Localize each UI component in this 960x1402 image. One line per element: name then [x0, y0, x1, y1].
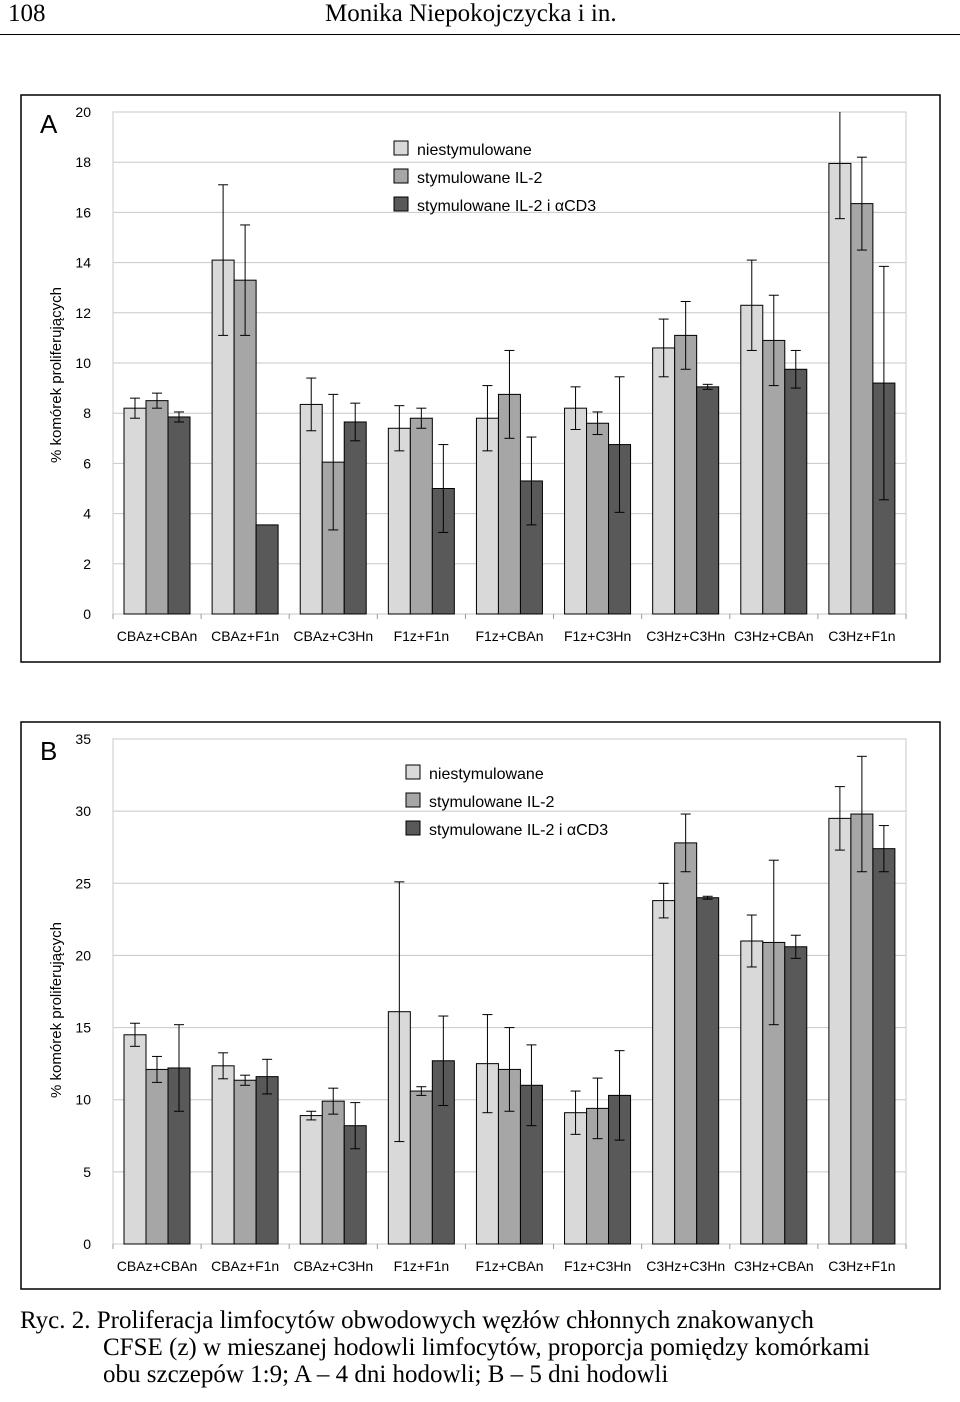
chart-b-x-tick-label: C3Hz+F1n — [828, 1258, 895, 1274]
chart-a-x-tick-label: CBAz+F1n — [211, 628, 279, 644]
chart-b-legend-swatch — [405, 764, 421, 780]
chart-b-y-tick-label: 5 — [83, 1164, 91, 1180]
chart-panel-b: B 0 5 10 15 20 25 30 35 % komórek proliferujących… — [20, 721, 960, 1290]
chart-b-panel-label: B — [40, 736, 57, 766]
chart-a-legend-swatch — [393, 140, 409, 156]
chart-a-y-tick-label: 10 — [75, 355, 91, 371]
chart-a-y-axis-title: % komórek proliferujących — [48, 287, 65, 463]
chart-b-bar — [233, 1079, 257, 1245]
chart-b-bar — [872, 848, 896, 1245]
chart-b-bar — [145, 1068, 169, 1245]
chart-b-y-axis-title: % komórek proliferujących — [48, 922, 65, 1098]
chart-a-legend-swatch — [393, 168, 409, 184]
chart-b-bar — [674, 842, 698, 1245]
chart-b-legend-label: stymulowane IL-2 i αCD3 — [429, 822, 608, 839]
chart-a-panel-label: A — [40, 109, 58, 139]
chart-b-x-tick-label: CBAz+F1n — [211, 1258, 279, 1274]
chart-a-y-tick-label: 20 — [75, 104, 91, 120]
chart-a-y-tick-label: 0 — [83, 606, 91, 622]
page-authors: Monika Niepokojczycka i in. — [325, 0, 617, 27]
chart-a-x-tick-label: C3Hz+F1n — [828, 628, 895, 644]
chart-a-bar — [740, 304, 764, 615]
chart-b-bar — [321, 1100, 345, 1245]
chart-b-legend-label: niestymulowane — [429, 766, 544, 783]
chart-b-bar — [211, 1065, 235, 1245]
chart-b-bar — [850, 813, 874, 1245]
chart-a-y-tick-label: 18 — [75, 154, 91, 170]
chart-a-bar — [343, 421, 367, 615]
chart-b-legend-swatch — [405, 820, 421, 836]
chart-a-legend-label: stymulowane IL-2 — [417, 170, 542, 187]
chart-b-x-tick-label: C3Hz+CBAn — [734, 1258, 814, 1274]
chart-b-svg: B 0 5 10 15 20 25 30 35 % komórek proliferujących… — [20, 721, 941, 1290]
chart-a-y-tick-label: 8 — [83, 405, 91, 421]
chart-b-x-tick-label: F1z+C3Hn — [564, 1258, 631, 1274]
chart-a-bar — [387, 427, 411, 615]
caption-line-3: obu szczepów 1:9; A – 4 dni hodowli; B –… — [103, 1361, 669, 1388]
chart-a-y-tick-label: 14 — [75, 255, 91, 271]
chart-a-x-tick-label: C3Hz+CBAn — [734, 628, 814, 644]
chart-a-bar — [784, 368, 808, 615]
caption-line-1: Ryc. 2. Proliferacja limfocytów obwodowy… — [20, 1307, 814, 1334]
chart-b-bar — [123, 1034, 147, 1245]
chart-b-bar — [255, 1076, 279, 1245]
chart-b-x-tick-label: F1z+CBAn — [475, 1258, 543, 1274]
chart-a-y-tick-label: 12 — [75, 305, 91, 321]
chart-b-bar — [828, 817, 852, 1245]
page-number: 108 — [8, 0, 46, 27]
chart-a-y-tick-label: 16 — [75, 204, 91, 220]
chart-b-y-tick-label: 25 — [75, 875, 91, 891]
chart-a-legend-label: stymulowane IL-2 i αCD3 — [417, 198, 596, 215]
chart-a-x-tick-label: F1z+C3Hn — [564, 628, 631, 644]
chart-a-bar — [255, 524, 279, 615]
chart-a-bar — [828, 162, 852, 615]
chart-a-bar — [674, 334, 698, 615]
chart-a-bar — [652, 347, 676, 615]
chart-b-y-tick-label: 15 — [75, 1020, 91, 1036]
chart-b-y-tick-label: 10 — [75, 1092, 91, 1108]
chart-a-bar — [123, 407, 147, 615]
chart-a-bar — [564, 407, 588, 615]
chart-a-x-tick-label: F1z+CBAn — [475, 628, 543, 644]
chart-a-y-tick-label: 2 — [83, 556, 91, 572]
chart-b-y-tick-label: 30 — [75, 803, 91, 819]
chart-a-bar — [586, 422, 610, 615]
chart-b-bar — [299, 1115, 323, 1245]
chart-b-bar — [652, 900, 676, 1245]
chart-b-legend-label: stymulowane IL-2 — [429, 794, 554, 811]
chart-b-bar — [696, 897, 720, 1245]
chart-a-y-tick-label: 4 — [83, 506, 91, 522]
chart-a-y-tick-label: 6 — [83, 455, 91, 471]
chart-a-legend-label: niestymulowane — [417, 142, 532, 159]
chart-a-bar — [145, 400, 169, 615]
chart-panel-a: A 0 2 4 6 8 10 12 14 16 18 20 % komórek proliferując… — [20, 94, 960, 663]
chart-a-x-tick-label: CBAz+C3Hn — [293, 628, 373, 644]
chart-b-x-tick-label: F1z+F1n — [394, 1258, 450, 1274]
chart-b-frame — [20, 721, 941, 1290]
chart-a-bar — [850, 203, 874, 615]
chart-a-x-tick-label: F1z+F1n — [394, 628, 450, 644]
chart-b-bar — [740, 940, 764, 1245]
chart-a-x-tick-label: CBAz+CBAn — [117, 628, 198, 644]
caption-line-2: CFSE (z) w mieszanej hodowli limfocytów,… — [103, 1334, 870, 1361]
chart-b-x-tick-label: C3Hz+C3Hn — [646, 1258, 725, 1274]
chart-a-x-tick-label: C3Hz+C3Hn — [646, 628, 725, 644]
chart-a-legend-swatch — [393, 196, 409, 212]
chart-a-bar — [696, 386, 720, 615]
chart-b-y-tick-label: 0 — [83, 1236, 91, 1252]
figure-caption: Ryc. 2. Proliferacja limfocytów obwodowy… — [20, 1307, 940, 1388]
page-header: 108 Monika Niepokojczycka i in. — [0, 0, 960, 35]
chart-a-bar — [299, 403, 323, 615]
chart-a-frame — [20, 94, 941, 663]
chart-b-y-tick-label: 35 — [75, 731, 91, 747]
chart-b-x-tick-label: CBAz+C3Hn — [293, 1258, 373, 1274]
chart-a-bar — [409, 417, 433, 615]
chart-b-bar — [784, 946, 808, 1245]
chart-b-x-tick-label: CBAz+CBAn — [117, 1258, 198, 1274]
chart-a-bar — [167, 416, 191, 615]
chart-a-svg: A 0 2 4 6 8 10 12 14 16 18 20 % komórek proliferując… — [20, 94, 941, 663]
chart-b-y-tick-label: 20 — [75, 947, 91, 963]
chart-b-legend-swatch — [405, 792, 421, 808]
chart-b-bar — [409, 1090, 433, 1245]
